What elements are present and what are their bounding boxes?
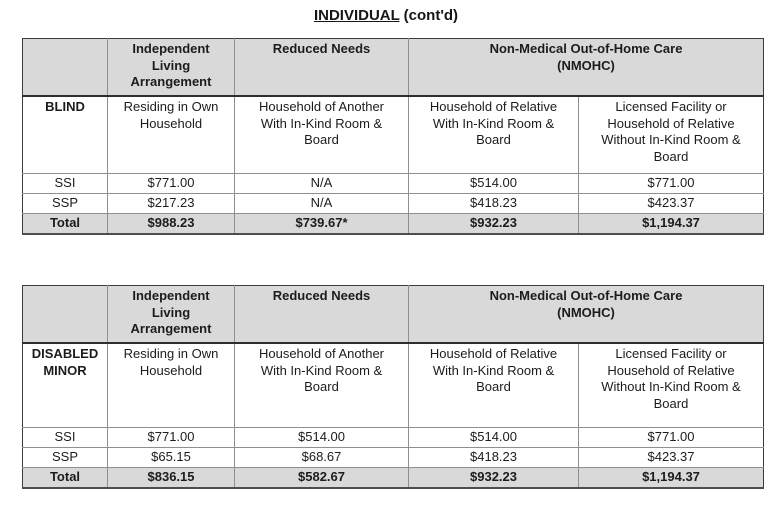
blind-ssp-row: SSP $217.23 N/A $418.23 $423.37 [22, 193, 764, 214]
value-cell: $418.23 [408, 447, 579, 468]
descriptor-cell: Residing in Own Household [107, 95, 235, 174]
descriptor-cell: Household of Another With In-Kind Room &… [234, 342, 409, 428]
descriptor-cell: Licensed Facility or Household of Relati… [578, 95, 764, 174]
header-cell-empty [22, 285, 108, 344]
page-title-main: INDIVIDUAL [313, 7, 400, 24]
value-cell: $582.67 [234, 467, 409, 489]
value-cell: $771.00 [107, 173, 235, 194]
group-label-cell: DISABLED MINOR [22, 342, 108, 428]
value-cell: $771.00 [578, 173, 764, 194]
row-label-cell: Total [22, 213, 108, 235]
value-cell: $514.00 [408, 427, 579, 448]
value-cell: $423.37 [578, 193, 764, 214]
page-title: INDIVIDUAL (cont'd) [0, 7, 772, 24]
disabled-minor-table-header-row: Independent Living Arrangement Reduced N… [22, 285, 764, 344]
page-title-suffix: (cont'd) [399, 7, 459, 24]
value-cell: $836.15 [107, 467, 235, 489]
header-cell-independent-living: Independent Living Arrangement [107, 285, 235, 344]
disabled-minor-ssi-row: SSI $771.00 $514.00 $514.00 $771.00 [22, 427, 764, 448]
row-label-cell: SSP [22, 193, 108, 214]
value-cell: $932.23 [408, 213, 579, 235]
row-label-cell: SSI [22, 173, 108, 194]
value-cell: $1,194.37 [578, 213, 764, 235]
descriptor-cell: Household of Relative With In-Kind Room … [408, 342, 579, 428]
value-cell: $514.00 [234, 427, 409, 448]
value-cell: N/A [234, 173, 409, 194]
header-cell-independent-living: Independent Living Arrangement [107, 38, 235, 97]
value-cell: $423.37 [578, 447, 764, 468]
blind-total-row: Total $988.23 $739.67* $932.23 $1,194.37 [22, 213, 764, 235]
descriptor-cell: Licensed Facility or Household of Relati… [578, 342, 764, 428]
blind-table-header-row: Independent Living Arrangement Reduced N… [22, 38, 764, 97]
blind-descriptor-row: BLIND Residing in Own Household Househol… [22, 95, 764, 174]
descriptor-cell: Residing in Own Household [107, 342, 235, 428]
disabled-minor-total-row: Total $836.15 $582.67 $932.23 $1,194.37 [22, 467, 764, 489]
value-cell: $1,194.37 [578, 467, 764, 489]
disabled-minor-table: Independent Living Arrangement Reduced N… [22, 285, 764, 489]
value-cell: $514.00 [408, 173, 579, 194]
row-label-cell: SSP [22, 447, 108, 468]
value-cell: $771.00 [107, 427, 235, 448]
value-cell: $217.23 [107, 193, 235, 214]
row-label-cell: SSI [22, 427, 108, 448]
header-cell-nmohc: Non-Medical Out-of-Home Care (NMOHC) [408, 38, 764, 97]
blind-table: Independent Living Arrangement Reduced N… [22, 38, 764, 235]
value-cell: $771.00 [578, 427, 764, 448]
value-cell: $65.15 [107, 447, 235, 468]
value-cell: $739.67* [234, 213, 409, 235]
descriptor-cell: Household of Relative With In-Kind Room … [408, 95, 579, 174]
disabled-minor-descriptor-row: DISABLED MINOR Residing in Own Household… [22, 342, 764, 428]
value-cell: N/A [234, 193, 409, 214]
header-cell-nmohc: Non-Medical Out-of-Home Care (NMOHC) [408, 285, 764, 344]
value-cell: $68.67 [234, 447, 409, 468]
value-cell: $932.23 [408, 467, 579, 489]
descriptor-cell: Household of Another With In-Kind Room &… [234, 95, 409, 174]
group-label-cell: BLIND [22, 95, 108, 174]
header-cell-empty [22, 38, 108, 97]
header-cell-reduced-needs: Reduced Needs [234, 38, 409, 97]
disabled-minor-ssp-row: SSP $65.15 $68.67 $418.23 $423.37 [22, 447, 764, 468]
header-cell-reduced-needs: Reduced Needs [234, 285, 409, 344]
blind-ssi-row: SSI $771.00 N/A $514.00 $771.00 [22, 173, 764, 194]
value-cell: $418.23 [408, 193, 579, 214]
value-cell: $988.23 [107, 213, 235, 235]
row-label-cell: Total [22, 467, 108, 489]
